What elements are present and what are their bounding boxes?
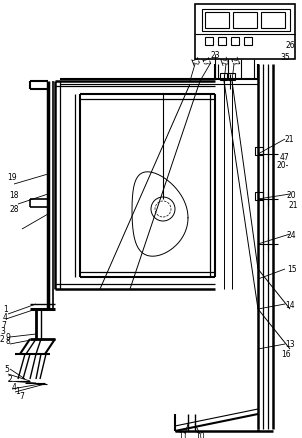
Bar <box>202 10 290 32</box>
Text: 2: 2 <box>8 374 12 384</box>
Bar <box>261 13 285 29</box>
Text: 8: 8 <box>6 337 10 346</box>
Text: 12: 12 <box>187 56 199 68</box>
Text: 13: 13 <box>285 340 295 349</box>
Text: 23: 23 <box>210 50 220 60</box>
Text: 21: 21 <box>288 200 298 209</box>
Text: 24: 24 <box>286 230 296 239</box>
Bar <box>218 38 226 46</box>
Text: 20-: 20- <box>277 160 289 169</box>
Text: 4: 4 <box>2 313 8 322</box>
Text: 18: 18 <box>9 190 19 199</box>
Text: 14: 14 <box>285 300 295 309</box>
Bar <box>205 38 213 46</box>
Text: 19: 19 <box>7 172 17 181</box>
Bar <box>233 13 257 29</box>
Text: 10: 10 <box>195 431 205 438</box>
Bar <box>195 5 295 60</box>
Bar <box>255 148 263 155</box>
Text: 21: 21 <box>284 135 294 144</box>
Text: 7: 7 <box>20 392 24 401</box>
Text: 20: 20 <box>286 190 296 199</box>
Text: 4: 4 <box>11 383 16 392</box>
Bar <box>231 38 239 46</box>
Text: 27: 27 <box>227 56 239 68</box>
Text: 1: 1 <box>4 305 8 314</box>
Text: 22: 22 <box>216 56 228 68</box>
Text: 11: 11 <box>178 431 188 438</box>
Bar <box>205 13 229 29</box>
Bar <box>244 38 252 46</box>
Text: 2: 2 <box>0 335 4 344</box>
Text: 28: 28 <box>9 205 19 214</box>
Text: 9: 9 <box>5 333 11 342</box>
Bar <box>220 74 227 81</box>
Text: 35: 35 <box>280 53 290 62</box>
Text: 26: 26 <box>285 40 295 49</box>
Text: 47: 47 <box>280 152 290 161</box>
Text: 1: 1 <box>16 387 20 396</box>
Text: 7: 7 <box>2 320 6 329</box>
Text: 15: 15 <box>287 265 297 274</box>
Text: 17: 17 <box>198 56 210 68</box>
Text: 3: 3 <box>1 327 5 336</box>
Text: 16: 16 <box>281 350 291 359</box>
Text: 5: 5 <box>5 365 9 374</box>
Bar <box>228 74 235 81</box>
Bar <box>255 193 263 201</box>
